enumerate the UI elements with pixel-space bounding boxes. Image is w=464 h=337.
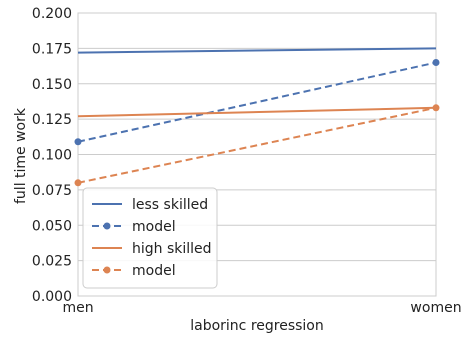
x-axis-label: laborinc regression [190, 318, 324, 334]
legend-label: high skilled [132, 241, 212, 257]
series-3-point [432, 104, 440, 112]
x-tick-label: women [410, 300, 461, 316]
series-layer [74, 47, 440, 187]
legend: less skilled model high skilled model [82, 187, 218, 289]
y-tick-label: 0.100 [32, 148, 72, 164]
series-3-point [74, 179, 82, 187]
y-tick-label: 0.025 [32, 254, 72, 270]
series-line-1 [77, 61, 437, 143]
legend-marker [103, 222, 111, 230]
series-line-2 [77, 106, 437, 118]
y-axis-label: full time work [13, 107, 29, 204]
y-tick-label: 0.125 [32, 112, 72, 128]
y-tick-label: 0.000 [32, 289, 72, 305]
y-tick-label: 0.050 [32, 218, 72, 234]
y-tick-label: 0.175 [32, 41, 72, 57]
x-tick-label: men [62, 300, 93, 316]
y-tick-label: 0.075 [32, 183, 72, 199]
legend-label: less skilled [132, 197, 208, 213]
legend-box [82, 187, 218, 289]
plot-frame [77, 12, 437, 297]
series-line-3 [77, 106, 437, 184]
legend-label: model [132, 263, 176, 279]
x-tick-labels: men women [62, 300, 461, 316]
series-1-point [74, 138, 82, 146]
series-1-point [432, 59, 440, 67]
y-tick-label: 0.150 [32, 77, 72, 93]
y-tick-label: 0.200 [32, 6, 72, 22]
y-tick-labels: 0.000 0.025 0.050 0.075 0.100 0.125 0.150 0.175… [32, 6, 72, 305]
legend-marker [103, 266, 111, 274]
legend-label: model [132, 219, 176, 235]
series-line-0 [77, 47, 437, 54]
